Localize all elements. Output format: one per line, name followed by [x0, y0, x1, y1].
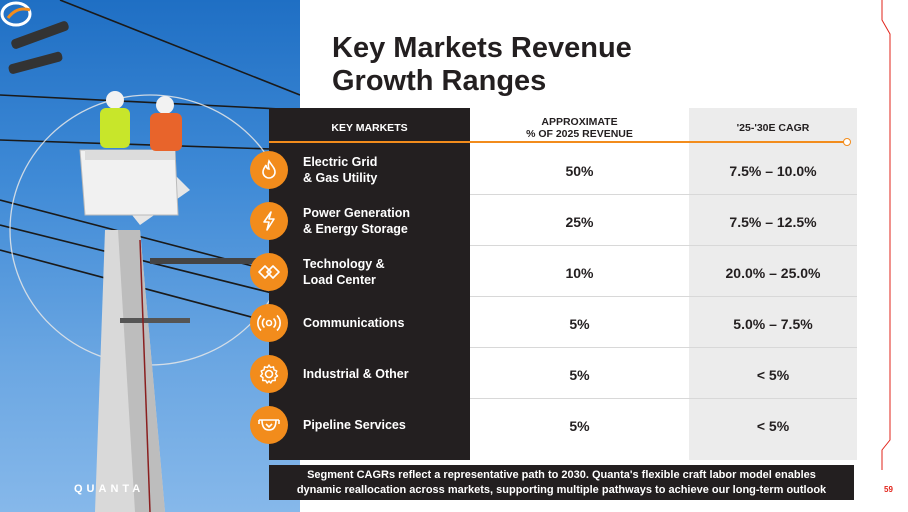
- market-label-line-2: & Energy Storage: [303, 221, 408, 236]
- page-number: 59: [884, 485, 893, 494]
- cagr-value: < 5%: [756, 367, 790, 383]
- header-revenue-line-2: % OF 2025 REVENUE: [526, 128, 633, 140]
- cagr-value: 5.0% – 7.5%: [733, 316, 813, 332]
- row-separator: [470, 347, 857, 348]
- cagr-value: < 5%: [756, 418, 790, 434]
- cagr-value: 7.5% – 12.5%: [729, 214, 817, 230]
- footnote-line-2: dynamic reallocation across markets, sup…: [296, 483, 827, 496]
- page-title: Key Markets Revenue Growth Ranges: [332, 32, 752, 98]
- revenue-value: 5%: [569, 316, 590, 332]
- header-key-markets: KEY MARKETS: [331, 122, 408, 134]
- lightning-icon: [250, 202, 288, 240]
- market-label-line-1: Pipeline Services: [303, 418, 406, 432]
- revenue-value: 50%: [565, 163, 594, 179]
- market-label-line-1: Electric Grid: [303, 155, 378, 169]
- market-label-line-2: Load Center: [303, 272, 376, 287]
- row-separator: [470, 296, 857, 297]
- quanta-logo-mark: [0, 1, 32, 27]
- cagr-value: 20.0% – 25.0%: [725, 265, 821, 281]
- row-separator: [470, 194, 857, 195]
- header-revenue-line-1: APPROXIMATE: [541, 116, 618, 128]
- revenue-value: 5%: [569, 367, 590, 383]
- market-label-line-2: & Gas Utility: [303, 170, 378, 185]
- pipeline-icon: [250, 406, 288, 444]
- table-row-market-label: Communications: [303, 316, 463, 332]
- market-label-line-1: Power Generation: [303, 206, 410, 220]
- table-row-market-label: Power Generation & Energy Storage: [303, 206, 463, 237]
- footnote-line-1: Segment CAGRs reflect a representative p…: [307, 468, 816, 481]
- cagr-value: 7.5% – 10.0%: [729, 163, 817, 179]
- markets-column-background: [269, 108, 470, 460]
- broadcast-icon: [250, 304, 288, 342]
- footnote-box: Segment CAGRs reflect a representative p…: [269, 465, 854, 500]
- title-line-2: Growth Ranges: [332, 65, 547, 97]
- cagr-column-background: [689, 108, 857, 460]
- table-row-market-label: Technology & Load Center: [303, 257, 463, 288]
- table-row-market-label: Pipeline Services: [303, 418, 463, 434]
- header-divider-line: [269, 141, 846, 143]
- header-cagr: '25-'30E CAGR: [736, 122, 810, 134]
- table-row-market-label: Industrial & Other: [303, 367, 463, 383]
- market-label-line-1: Technology &: [303, 257, 385, 271]
- revenue-value: 10%: [565, 265, 594, 281]
- market-label-line-1: Industrial & Other: [303, 367, 409, 381]
- market-label-line-1: Communications: [303, 316, 405, 330]
- header-revenue: APPROXIMATE % OF 2025 REVENUE: [470, 108, 689, 148]
- flame-icon: [250, 151, 288, 189]
- row-separator: [470, 398, 857, 399]
- revenue-value: 25%: [565, 214, 594, 230]
- revenue-value: 5%: [569, 418, 590, 434]
- header-divider-dot: [843, 137, 851, 146]
- table-row-market-label: Electric Grid & Gas Utility: [303, 155, 463, 186]
- chevrons-icon: [250, 253, 288, 291]
- title-line-1: Key Markets Revenue: [332, 32, 632, 64]
- gear-icon: [250, 355, 288, 393]
- quanta-logo-text: QUANTA: [74, 483, 145, 495]
- lineworker-photo: QUANTA: [0, 0, 300, 512]
- row-separator: [470, 245, 857, 246]
